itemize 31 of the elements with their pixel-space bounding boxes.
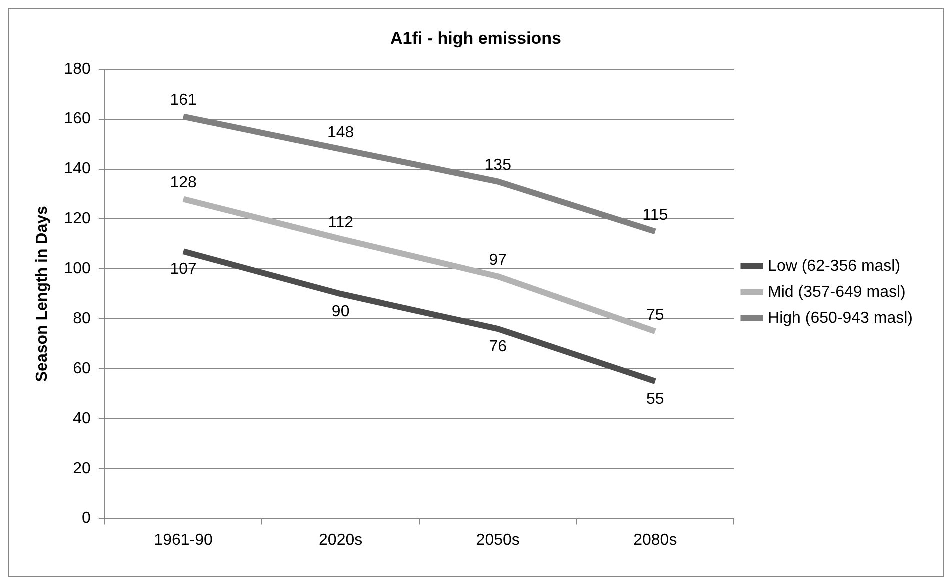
data-label: 55: [646, 390, 664, 408]
legend-label: Mid (357-649 masl): [768, 284, 906, 301]
data-label: 97: [489, 252, 508, 270]
data-label: 128: [170, 174, 197, 192]
y-tick-label: 100: [64, 260, 91, 278]
x-tick-label: 2050s: [476, 532, 520, 549]
y-tick-label: 160: [64, 110, 91, 128]
data-label: 112: [328, 214, 354, 232]
y-tick-label: 60: [73, 360, 91, 378]
legend-label: High (650-943 masl): [768, 310, 913, 327]
y-tick-label: 80: [73, 310, 91, 328]
x-tick-label: 2080s: [634, 532, 678, 549]
legend-label: Low (62-356 masl): [768, 258, 901, 275]
x-tick-label: 1961-90: [154, 532, 213, 549]
data-label: 90: [332, 304, 350, 321]
data-label: 76: [489, 338, 508, 356]
data-label: 135: [484, 157, 512, 174]
y-tick-label: 20: [73, 460, 91, 478]
data-label: 75: [646, 306, 664, 324]
chart-title: A1fi - high emissions: [390, 28, 562, 48]
y-axis-title: Season Length in Days: [34, 206, 52, 382]
y-tick-label: 40: [73, 410, 91, 428]
y-tick-label: 0: [82, 510, 91, 528]
data-label: 107: [170, 261, 197, 278]
y-tick-label: 140: [64, 160, 91, 178]
x-tick-label: 2020s: [319, 532, 363, 549]
data-label: 148: [327, 124, 354, 142]
y-tick-label: 180: [64, 60, 91, 78]
data-label: 161: [170, 92, 197, 110]
data-label: 115: [642, 207, 668, 224]
y-tick-label: 120: [64, 210, 91, 228]
